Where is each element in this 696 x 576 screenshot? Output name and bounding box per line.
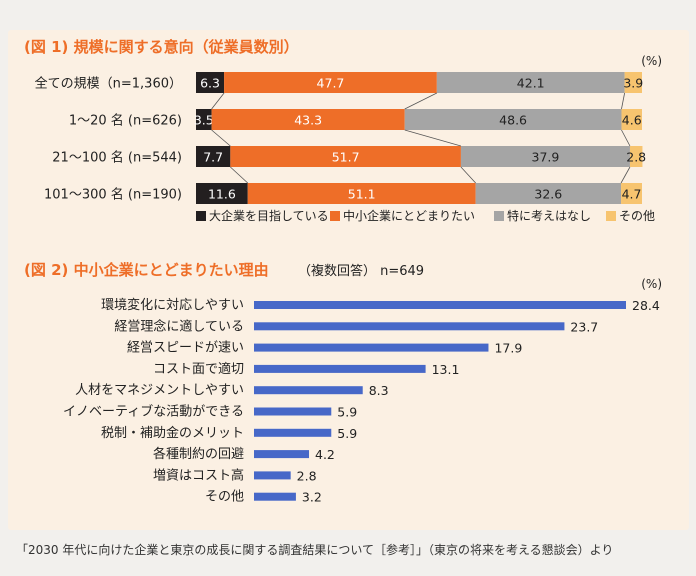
chart1-unit: (%)	[641, 54, 662, 68]
chart1-value-label: 37.9	[532, 150, 560, 165]
chart2-category-label: 各種制約の回避	[153, 446, 244, 462]
chart1-value-label: 3.9	[623, 76, 643, 91]
chart1-bar-segment	[621, 109, 642, 130]
chart1-bar-segment	[196, 72, 225, 93]
chart1-value-label: 32.6	[534, 187, 562, 202]
chart2-value-label: 28.4	[632, 298, 660, 313]
chart1-connector-line	[404, 129, 462, 147]
chart1-value-label: 2.8	[626, 150, 646, 165]
chart2-value-label: 4.2	[315, 447, 335, 462]
chart2-bar	[254, 322, 565, 331]
chart1-connector-line	[621, 129, 631, 147]
chart2-category-label: 経営理念に適している	[114, 318, 244, 334]
chart2-category-label: 環境変化に対応しやすい	[101, 297, 244, 313]
chart1-connector-line	[620, 166, 631, 184]
chart1-category-label: 全ての規模（n=1,360）	[35, 76, 182, 92]
chart1-value-label: 4.6	[622, 113, 642, 128]
chart1-value-label: 51.7	[332, 150, 360, 165]
chart2-value-label: 23.7	[570, 319, 598, 334]
chart2-value-label: 5.9	[337, 426, 357, 441]
chart2-bar	[254, 471, 291, 480]
chart2-bar	[254, 492, 296, 501]
chart2-category-label: コスト面で適切	[153, 361, 244, 377]
chart1-legend-label: 大企業を目指している	[209, 208, 329, 223]
chart1-title: (図 1) 規模に関する意向（従業員数別）	[24, 38, 299, 56]
chart1-legend-swatch	[606, 211, 616, 221]
chart2-value-label: 13.1	[432, 362, 460, 377]
chart1-legend-label: 中小企業にとどまりたい	[343, 208, 475, 223]
chart1-value-label: 11.6	[208, 187, 236, 202]
chart1-value-label: 48.6	[499, 113, 527, 128]
chart2-value-label: 3.2	[302, 490, 322, 505]
chart1-bar-segment	[196, 183, 248, 204]
chart2-bar	[254, 301, 626, 309]
chart2-bar	[254, 364, 426, 373]
chart1-bar-segment	[460, 146, 630, 167]
chart2-category-label: 人材をマネジメントしやすい	[75, 383, 244, 398]
chart1-value-label: 6.3	[200, 76, 220, 91]
chart2-bar	[254, 407, 332, 416]
chart1-connector-line	[230, 166, 249, 184]
chart1-bar-segment	[475, 183, 622, 204]
chart1-category-label: 101〜300 名 (n=190)	[44, 187, 182, 203]
source-caption: 「2030 年代に向けた企業と東京の成長に関する調査結果について［参考］」（東京…	[16, 543, 614, 557]
chart1-connector-line	[621, 92, 625, 110]
chart1-bar-segment	[624, 72, 642, 93]
chart1-value-label: 4.7	[622, 187, 642, 202]
chart1-category-label: 1〜20 名 (n=626)	[69, 113, 182, 129]
chart1-bar-segment	[621, 183, 642, 204]
chart2-value-label: 2.8	[297, 468, 317, 483]
chart1-bar-segment	[436, 72, 625, 93]
chart2-value-label: 17.9	[494, 341, 522, 356]
chart1-value-label: 51.1	[348, 187, 376, 202]
chart2-bar	[254, 386, 363, 395]
chart1-legend-swatch	[196, 211, 206, 221]
chart1-bar-segment	[404, 109, 622, 130]
chart1-value-label: 42.1	[517, 76, 545, 91]
chart1-bar-segment	[211, 109, 405, 130]
chart2-category-label: 税制・補助金のメリット	[101, 425, 244, 441]
chart1-bar-segment	[629, 146, 643, 167]
chart1-connector-line	[211, 129, 231, 147]
chart1-bar-segment	[230, 146, 461, 167]
chart2-category-label: その他	[205, 490, 244, 505]
chart1-legend-label: その他	[619, 209, 655, 223]
chart2-category-label: 経営スピードが速い	[127, 341, 244, 356]
chart2-category-label: イノベーティブな活動ができる	[63, 404, 244, 420]
chart2-title: (図 2) 中小企業にとどまりたい理由	[24, 261, 269, 279]
chart1-connector-line	[211, 92, 225, 110]
chart1-value-label: 43.3	[294, 113, 322, 128]
chart1-legend-swatch	[494, 211, 504, 221]
chart1-bar-segment	[196, 146, 231, 167]
chart1-category-label: 21〜100 名 (n=544)	[52, 150, 182, 166]
chart2-bar	[254, 450, 310, 459]
chart1-legend-swatch	[330, 211, 340, 221]
chart1-legend-label: 特に考えはなし	[507, 208, 591, 223]
chart2-bar	[254, 343, 489, 352]
chart2-value-label: 8.3	[369, 383, 389, 398]
chart2-unit: (%)	[641, 277, 662, 291]
chart1-value-label: 3.5	[194, 113, 214, 128]
chart1-bar-segment	[224, 72, 437, 93]
chart1-connector-line	[460, 166, 476, 184]
chart2-bar	[254, 428, 332, 437]
chart2-category-label: 増資はコスト高	[153, 467, 244, 483]
chart1-value-label: 7.7	[203, 150, 223, 165]
chart1-bar-segment	[196, 109, 212, 130]
chart1-connector-line	[404, 92, 438, 110]
chart2-subtitle: （複数回答） n=649	[298, 263, 424, 279]
chart2-value-label: 5.9	[337, 405, 357, 420]
chart1-bar-segment	[247, 183, 476, 204]
chart1-value-label: 47.7	[317, 76, 345, 91]
